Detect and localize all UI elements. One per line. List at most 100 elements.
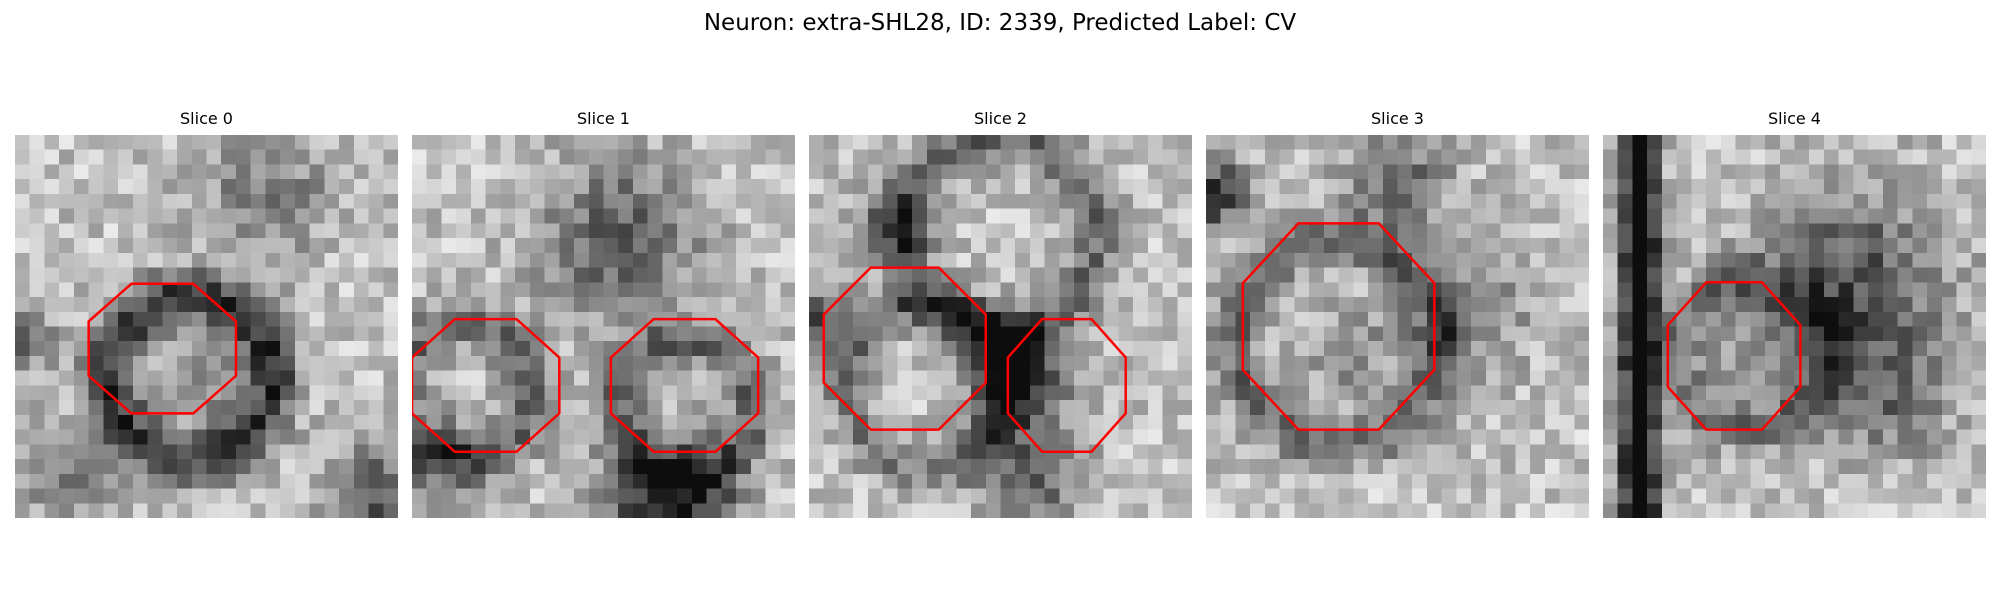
image-pixel <box>1015 193 1031 209</box>
image-pixel <box>280 297 296 313</box>
image-pixel <box>588 193 604 209</box>
image-pixel <box>1706 429 1722 445</box>
image-pixel <box>250 503 266 518</box>
image-pixel <box>383 267 398 283</box>
image-pixel <box>1544 135 1560 151</box>
image-pixel <box>1206 135 1222 151</box>
image-pixel <box>1735 208 1751 224</box>
image-pixel <box>559 135 575 151</box>
image-pixel <box>265 444 281 460</box>
image-pixel <box>1779 503 1795 518</box>
image-pixel <box>88 400 104 416</box>
image-pixel <box>956 267 972 283</box>
image-pixel <box>1809 223 1825 239</box>
image-pixel <box>1264 252 1280 268</box>
image-pixel <box>588 223 604 239</box>
image-pixel <box>559 414 575 430</box>
image-pixel <box>1088 164 1104 180</box>
image-pixel <box>1103 179 1119 195</box>
image-pixel <box>867 488 883 504</box>
image-pixel <box>15 238 31 254</box>
image-pixel <box>559 193 575 209</box>
image-pixel <box>1853 179 1869 195</box>
image-pixel <box>1706 341 1722 357</box>
image-pixel <box>662 488 678 504</box>
image-pixel <box>1691 341 1707 357</box>
image-pixel <box>1323 341 1339 357</box>
image-pixel <box>1779 341 1795 357</box>
image-pixel <box>1485 429 1501 445</box>
image-pixel <box>1661 267 1677 283</box>
image-pixel <box>191 355 207 371</box>
image-pixel <box>339 429 355 445</box>
image-pixel <box>677 193 693 209</box>
image-pixel <box>780 459 795 475</box>
image-pixel <box>838 179 854 195</box>
image-pixel <box>1015 179 1031 195</box>
image-pixel <box>485 341 501 357</box>
image-pixel <box>1530 252 1546 268</box>
image-pixel <box>235 341 251 357</box>
image-pixel <box>765 429 781 445</box>
image-pixel <box>1882 238 1898 254</box>
image-pixel <box>324 473 340 489</box>
image-pixel <box>1309 267 1325 283</box>
image-pixel <box>529 208 545 224</box>
image-pixel <box>324 385 340 401</box>
image-pixel <box>956 429 972 445</box>
image-pixel <box>588 179 604 195</box>
image-pixel <box>1397 179 1413 195</box>
image-pixel <box>867 238 883 254</box>
image-pixel <box>1029 193 1045 209</box>
image-pixel <box>897 355 913 371</box>
image-pixel <box>529 135 545 151</box>
image-pixel <box>324 223 340 239</box>
image-pixel <box>456 164 472 180</box>
image-pixel <box>1691 149 1707 165</box>
image-pixel <box>1574 267 1589 283</box>
image-pixel <box>221 267 237 283</box>
image-pixel <box>1044 355 1060 371</box>
image-pixel <box>426 459 442 475</box>
image-pixel <box>1971 311 1986 327</box>
image-pixel <box>1956 429 1972 445</box>
image-pixel <box>882 282 898 298</box>
image-pixel <box>1015 503 1031 518</box>
image-pixel <box>1927 193 1943 209</box>
image-pixel <box>1441 414 1457 430</box>
image-pixel <box>265 459 281 475</box>
image-pixel <box>1015 149 1031 165</box>
image-pixel <box>1868 164 1884 180</box>
image-pixel <box>529 400 545 416</box>
image-pixel <box>250 179 266 195</box>
image-pixel <box>1309 488 1325 504</box>
slice-title: Slice 0 <box>180 109 233 128</box>
image-pixel <box>206 149 222 165</box>
image-pixel <box>44 414 60 430</box>
image-pixel <box>515 135 531 151</box>
image-pixel <box>559 385 575 401</box>
image-pixel <box>1823 193 1839 209</box>
image-pixel <box>1632 429 1648 445</box>
image-pixel <box>1574 149 1589 165</box>
image-pixel <box>559 459 575 475</box>
image-pixel <box>1676 208 1692 224</box>
image-pixel <box>618 135 634 151</box>
image-pixel <box>809 370 825 386</box>
image-pixel <box>456 473 472 489</box>
image-pixel <box>206 370 222 386</box>
image-pixel <box>1956 179 1972 195</box>
image-pixel <box>1823 311 1839 327</box>
image-pixel <box>88 488 104 504</box>
image-pixel <box>1147 355 1163 371</box>
image-pixel <box>265 149 281 165</box>
image-pixel <box>529 488 545 504</box>
image-pixel <box>1074 252 1090 268</box>
image-pixel <box>1044 208 1060 224</box>
image-pixel <box>1279 385 1295 401</box>
image-pixel <box>1706 414 1722 430</box>
image-pixel <box>470 238 486 254</box>
image-pixel <box>221 459 237 475</box>
image-pixel <box>809 459 825 475</box>
image-pixel <box>1353 179 1369 195</box>
